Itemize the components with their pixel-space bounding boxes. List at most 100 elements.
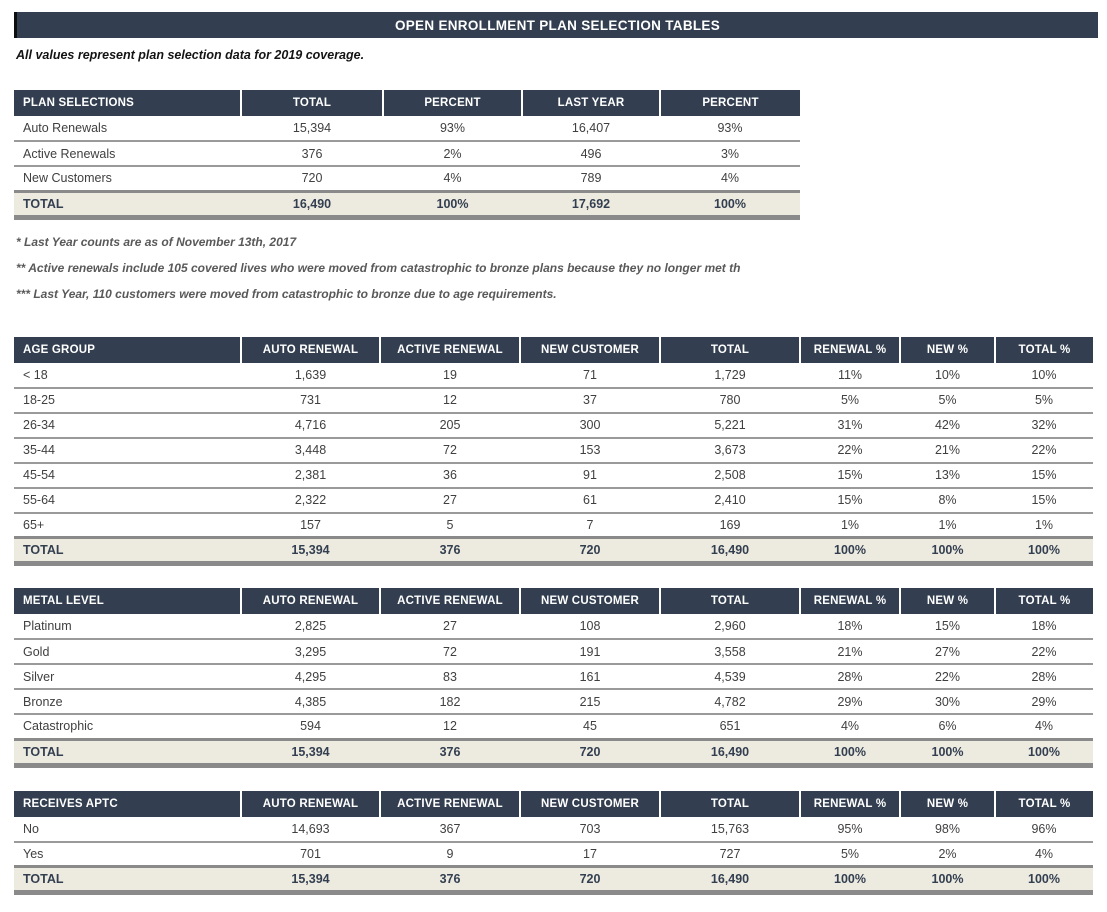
cell: 701 bbox=[241, 841, 380, 868]
table-row: Silver 4,295 83 161 4,539 28% 22% 28% bbox=[14, 664, 1093, 690]
cell: 1% bbox=[900, 512, 995, 539]
cell: 95% bbox=[800, 816, 900, 843]
cell: 15% bbox=[900, 614, 995, 640]
cell: 376 bbox=[241, 141, 383, 167]
cell: 18% bbox=[800, 614, 900, 640]
table-row: 35-44 3,448 72 153 3,673 22% 21% 22% bbox=[14, 437, 1093, 464]
cell: 15% bbox=[995, 487, 1093, 514]
total-row: TOTAL 15,394 376 720 16,490 100% 100% 100% bbox=[14, 737, 1093, 768]
cell: 10% bbox=[900, 362, 995, 389]
row-label: < 18 bbox=[14, 362, 241, 389]
cell: 727 bbox=[660, 841, 800, 868]
header-row: RECEIVES APTC AUTO RENEWAL ACTIVE RENEWAL N… bbox=[14, 790, 1093, 817]
table-row: Platinum 2,825 27 108 2,960 18% 15% 18% bbox=[14, 614, 1093, 640]
total-row: TOTAL 15,394 376 720 16,490 100% 100% 100% bbox=[14, 536, 1093, 566]
cell: 108 bbox=[520, 614, 660, 640]
table-row: 18-25 731 12 37 780 5% 5% 5% bbox=[14, 387, 1093, 414]
table-row: < 18 1,639 19 71 1,729 11% 10% 10% bbox=[14, 362, 1093, 389]
subtitle: All values represent plan selection data… bbox=[16, 48, 365, 62]
total-cell: 376 bbox=[380, 865, 520, 895]
column-header: ACTIVE RENEWAL bbox=[379, 336, 520, 363]
column-header: PLAN SELECTIONS bbox=[14, 90, 241, 116]
total-label: TOTAL bbox=[14, 865, 241, 895]
age-group-grid: AGE GROUP AUTO RENEWAL ACTIVE RENEWAL NEW C… bbox=[14, 336, 1093, 566]
cell: 4,295 bbox=[241, 664, 380, 690]
column-header: RENEWAL % bbox=[799, 336, 900, 363]
cell: 789 bbox=[522, 166, 660, 192]
column-header: AUTO RENEWAL bbox=[240, 588, 380, 614]
cell: 4,782 bbox=[660, 689, 800, 715]
cell: 4,716 bbox=[241, 412, 380, 439]
cell: 157 bbox=[241, 512, 380, 539]
cell: 83 bbox=[380, 664, 520, 690]
cell: 14,693 bbox=[241, 816, 380, 843]
column-header: NEW % bbox=[899, 790, 995, 817]
cell: 6% bbox=[900, 714, 995, 740]
cell: 5,221 bbox=[660, 412, 800, 439]
column-header: ACTIVE RENEWAL bbox=[379, 588, 520, 614]
row-label: New Customers bbox=[14, 166, 241, 192]
header-row: PLAN SELECTIONS TOTAL PERCENT LAST YEAR PERC… bbox=[14, 90, 800, 116]
receives-aptc-table: RECEIVES APTC AUTO RENEWAL ACTIVE RENEWAL N… bbox=[14, 790, 1107, 895]
cell: 15% bbox=[800, 462, 900, 489]
cell: 1,729 bbox=[660, 362, 800, 389]
cell: 4,385 bbox=[241, 689, 380, 715]
total-cell: 720 bbox=[520, 737, 660, 768]
total-cell: 100% bbox=[900, 865, 995, 895]
cell: 2% bbox=[383, 141, 522, 167]
cell: 27 bbox=[380, 487, 520, 514]
cell: 11% bbox=[800, 362, 900, 389]
cell: 3% bbox=[660, 141, 800, 167]
cell: 45 bbox=[520, 714, 660, 740]
cell: 21% bbox=[800, 639, 900, 665]
table-row: 26-34 4,716 205 300 5,221 31% 42% 32% bbox=[14, 412, 1093, 439]
total-cell: 720 bbox=[520, 865, 660, 895]
cell: 3,558 bbox=[660, 639, 800, 665]
footnote-last-year: * Last Year counts are as of November 13… bbox=[16, 234, 297, 249]
total-cell: 100% bbox=[995, 737, 1093, 768]
cell: 2,410 bbox=[660, 487, 800, 514]
column-header: TOTAL % bbox=[994, 790, 1093, 817]
cell: 1% bbox=[800, 512, 900, 539]
cell: 98% bbox=[900, 816, 995, 843]
table-row: Gold 3,295 72 191 3,558 21% 27% 22% bbox=[14, 639, 1093, 665]
column-header: TOTAL bbox=[240, 90, 383, 116]
cell: 29% bbox=[800, 689, 900, 715]
cell: 153 bbox=[520, 437, 660, 464]
cell: 37 bbox=[520, 387, 660, 414]
cell: 594 bbox=[241, 714, 380, 740]
total-cell: 16,490 bbox=[660, 737, 800, 768]
column-header: TOTAL % bbox=[994, 588, 1093, 614]
column-header: PERCENT bbox=[382, 90, 522, 116]
cell: 31% bbox=[800, 412, 900, 439]
cell: 91 bbox=[520, 462, 660, 489]
row-label: Bronze bbox=[14, 689, 241, 715]
column-header: RECEIVES APTC bbox=[14, 790, 241, 817]
cell: 4% bbox=[995, 841, 1093, 868]
cell: 4,539 bbox=[660, 664, 800, 690]
column-header: TOTAL bbox=[659, 790, 800, 817]
footnote-catastrophic-bronze: *** Last Year, 110 customers were moved … bbox=[16, 286, 557, 301]
table-row: New Customers 720 4% 789 4% bbox=[14, 166, 800, 192]
row-label: No bbox=[14, 816, 241, 843]
cell: 36 bbox=[380, 462, 520, 489]
cell: 27 bbox=[380, 614, 520, 640]
column-header: LAST YEAR bbox=[521, 90, 660, 116]
cell: 16,407 bbox=[522, 116, 660, 142]
table-row: No 14,693 367 703 15,763 95% 98% 96% bbox=[14, 816, 1093, 843]
table-row: Auto Renewals 15,394 93% 16,407 93% bbox=[14, 116, 800, 142]
column-header: METAL LEVEL bbox=[14, 588, 241, 614]
row-label: 65+ bbox=[14, 512, 241, 539]
row-label: 18-25 bbox=[14, 387, 241, 414]
cell: 703 bbox=[520, 816, 660, 843]
cell: 4% bbox=[383, 166, 522, 192]
page-title: OPEN ENROLLMENT PLAN SELECTION TABLES bbox=[14, 12, 1098, 38]
column-header: NEW % bbox=[899, 336, 995, 363]
cell: 780 bbox=[660, 387, 800, 414]
total-cell: 100% bbox=[660, 189, 800, 220]
column-header: AUTO RENEWAL bbox=[240, 336, 380, 363]
cell: 27% bbox=[900, 639, 995, 665]
cell: 61 bbox=[520, 487, 660, 514]
total-cell: 100% bbox=[900, 737, 995, 768]
cell: 21% bbox=[900, 437, 995, 464]
